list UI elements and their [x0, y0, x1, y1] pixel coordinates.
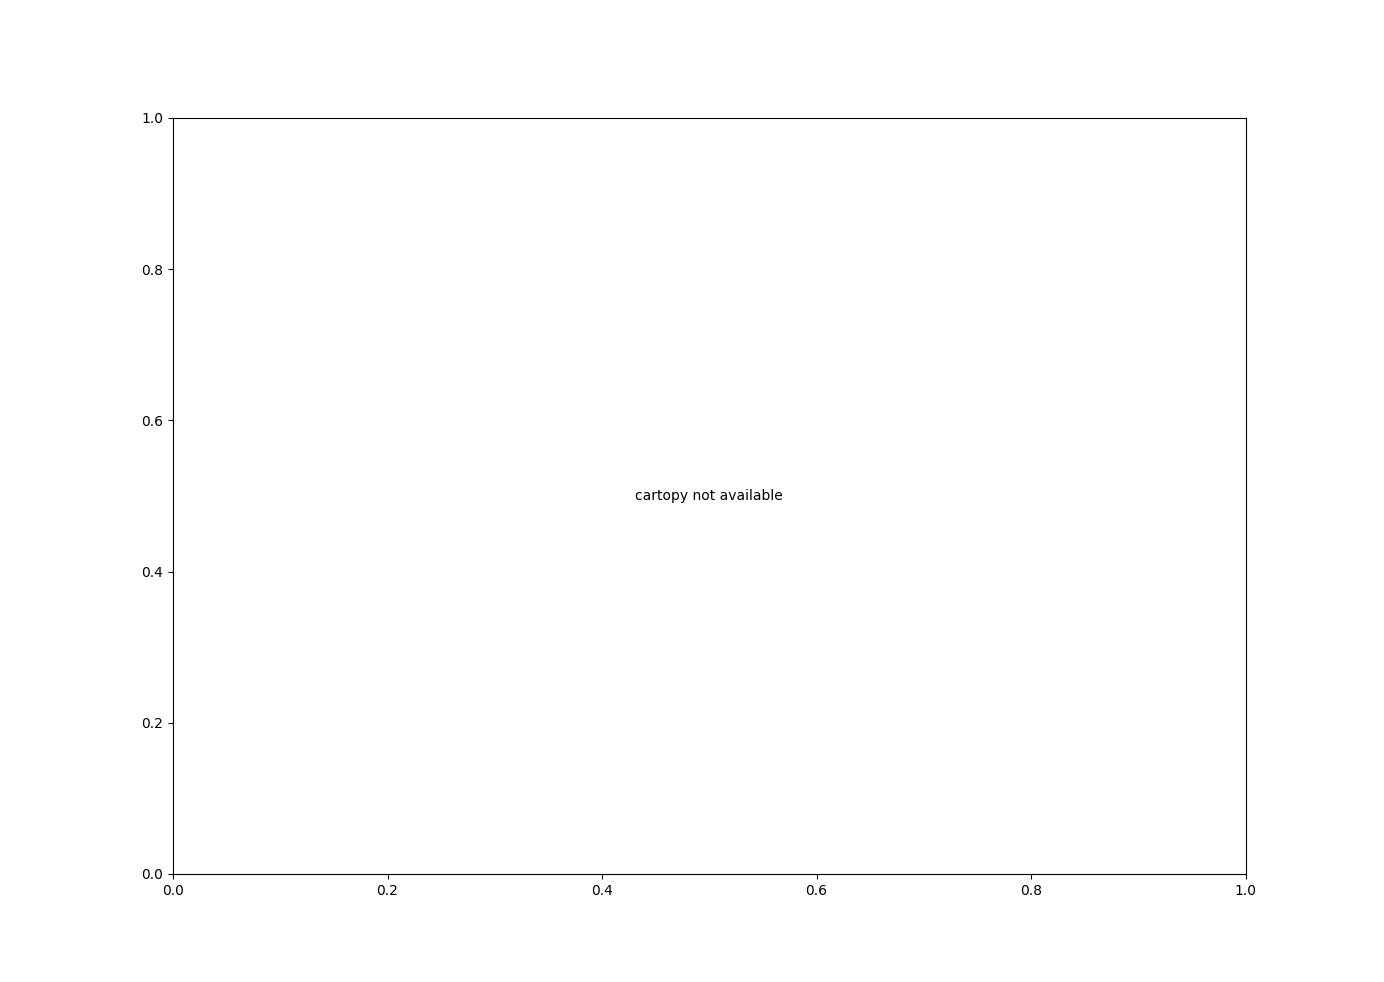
Text: cartopy not available: cartopy not available [635, 489, 783, 503]
